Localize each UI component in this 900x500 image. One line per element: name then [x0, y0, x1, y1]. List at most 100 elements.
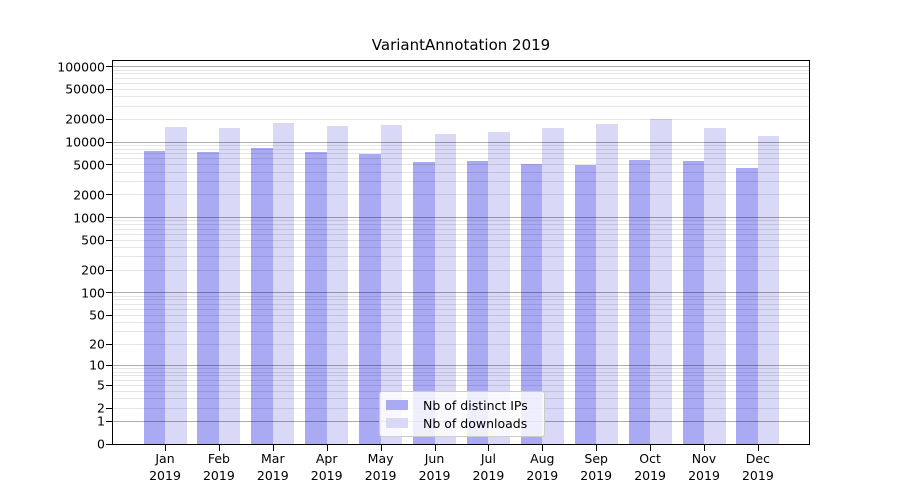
- bar-distinct-ips: [682, 161, 704, 444]
- gridline-minor: [113, 118, 809, 120]
- legend-swatch-distinct-ips: [386, 400, 408, 410]
- x-tick: [757, 444, 759, 451]
- x-tick-label: Jul 2019: [460, 450, 516, 485]
- gridline-major: [113, 141, 809, 143]
- gridline-minor: [113, 239, 809, 241]
- x-tick: [434, 444, 436, 451]
- gridline-minor: [113, 384, 809, 386]
- y-tick: [106, 443, 112, 445]
- x-tick: [165, 444, 166, 451]
- y-tick-label: 2000: [73, 187, 105, 203]
- bar-downloads: [757, 136, 780, 444]
- bar-distinct-ips: [520, 163, 543, 444]
- gridline-minor: [113, 299, 809, 301]
- x-tick-label-month: Dec: [745, 450, 770, 466]
- gridline-major: [113, 66, 809, 67]
- x-tick: [218, 444, 220, 451]
- gridline-major: [113, 292, 809, 294]
- x-tick-label-month: Oct: [639, 450, 661, 466]
- x-tick-label: Dec 2019: [730, 450, 786, 485]
- gridline-minor: [113, 295, 809, 297]
- y-tick-label: 10000: [65, 134, 105, 150]
- bar-downloads: [434, 133, 456, 444]
- x-tick-label: Jun 2019: [407, 450, 463, 485]
- y-tick: [106, 194, 112, 196]
- x-tick: [542, 444, 544, 451]
- gridline-minor: [113, 228, 809, 230]
- gridline-minor: [113, 171, 809, 173]
- y-tick: [106, 88, 112, 90]
- y-tick: [106, 384, 112, 386]
- y-tick-label: 500: [81, 232, 105, 248]
- x-tick-label-year: 2019: [741, 468, 774, 483]
- x-tick-label-year: 2019: [202, 468, 235, 483]
- x-tick-label: Mar 2019: [245, 450, 301, 485]
- gridline-minor: [113, 308, 809, 310]
- gridline-minor: [113, 379, 809, 381]
- gridline-minor: [113, 371, 809, 373]
- x-tick-label: Sep 2019: [568, 450, 624, 485]
- bar-downloads: [542, 128, 564, 444]
- gridline-major: [113, 364, 809, 366]
- x-tick: [326, 444, 328, 451]
- y-tick: [106, 343, 112, 345]
- bar-downloads: [650, 119, 672, 444]
- y-tick-label: 50000: [65, 81, 105, 97]
- bar-downloads: [596, 123, 618, 444]
- gridline-minor: [113, 153, 809, 155]
- x-tick-label-month: Aug: [530, 450, 555, 466]
- bar-downloads: [380, 125, 403, 444]
- y-tick: [106, 292, 112, 294]
- gridline-minor: [113, 330, 809, 332]
- gridline-minor: [113, 73, 809, 75]
- gridline-minor: [113, 375, 809, 377]
- y-tick-label: 10: [89, 357, 105, 373]
- y-tick: [106, 217, 112, 218]
- gridline-minor: [113, 321, 809, 323]
- x-tick-label-year: 2019: [149, 468, 181, 483]
- y-tick-label: 200: [81, 262, 105, 278]
- gridline-minor: [113, 82, 809, 84]
- y-tick-label: 100000: [57, 59, 105, 74]
- y-tick-label: 50: [89, 307, 105, 323]
- legend-item-downloads: Nb of downloads: [386, 414, 536, 432]
- x-tick: [650, 444, 652, 451]
- legend: Nb of distinct IPs Nb of downloads: [379, 391, 545, 437]
- legend-label-distinct-ips: Nb of distinct IPs: [423, 397, 528, 413]
- x-tick-label-month: Jul: [480, 450, 496, 466]
- y-tick-label: 1000: [73, 210, 105, 225]
- x-tick-label-year: 2019: [634, 468, 666, 483]
- y-tick: [106, 364, 112, 366]
- x-tick-label-month: Nov: [691, 450, 717, 466]
- x-tick: [380, 444, 382, 451]
- y-tick: [106, 164, 112, 166]
- x-tick-label-month: Jan: [155, 450, 175, 466]
- gridline-minor: [113, 194, 809, 196]
- gridline-minor: [113, 158, 809, 160]
- x-tick-label: Aug 2019: [514, 450, 570, 485]
- y-tick-label: 5000: [73, 157, 105, 173]
- gridline-minor: [113, 256, 809, 258]
- x-tick-label-month: Apr: [315, 450, 338, 466]
- gridline-minor: [113, 233, 809, 235]
- y-tick-label: 100: [81, 285, 105, 301]
- bar-downloads: [704, 128, 726, 444]
- gridline-minor: [113, 69, 809, 71]
- bar-downloads: [272, 123, 295, 444]
- bar-distinct-ips: [574, 164, 597, 444]
- legend-swatch-downloads: [386, 418, 408, 428]
- legend-item-distinct-ips: Nb of distinct IPs: [386, 396, 536, 414]
- x-tick-label-month: Feb: [207, 450, 230, 466]
- y-tick-label: 1: [97, 413, 105, 429]
- x-tick-label-month: Sep: [584, 450, 608, 466]
- y-tick-label: 0: [97, 436, 105, 452]
- x-tick-label: Nov 2019: [676, 450, 732, 485]
- gridline-minor: [113, 314, 809, 316]
- y-tick: [106, 407, 112, 409]
- bar-downloads: [218, 128, 241, 444]
- x-tick-label: Jan 2019: [137, 450, 193, 485]
- y-tick: [106, 141, 112, 143]
- bar-downloads: [488, 132, 510, 444]
- x-tick-label-year: 2019: [472, 468, 505, 483]
